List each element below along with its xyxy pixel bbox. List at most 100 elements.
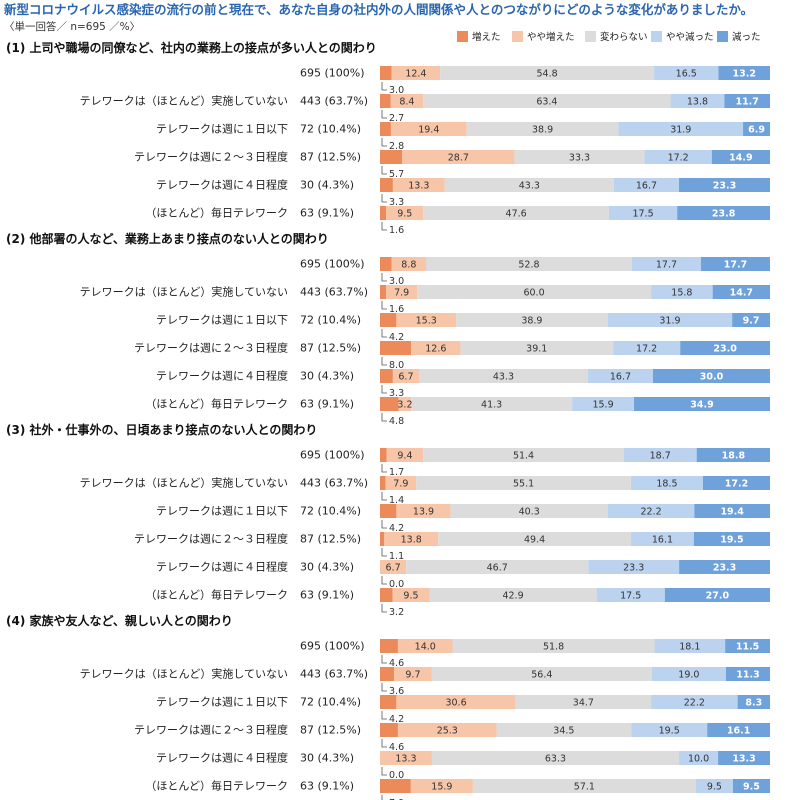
data-label: 17.5: [620, 591, 641, 602]
data-label: 55.1: [513, 479, 534, 490]
bar-segment-3: [654, 639, 726, 653]
bar-segment-4: [680, 341, 770, 355]
data-label: 4.2: [389, 332, 404, 343]
leader-line: [381, 795, 383, 800]
data-label: 9.4: [397, 451, 412, 462]
bar-segment-3: [631, 532, 694, 546]
leader-line: [381, 655, 387, 664]
bar-row: 695 (100%) 12.4 54.8 16.5 13.2 3.0: [300, 66, 770, 96]
leader-line: [381, 739, 387, 748]
bar-segment-0: [380, 285, 387, 299]
row-label: テレワークは週に２〜３日程度: [134, 723, 288, 737]
data-label: 13.8: [687, 97, 708, 108]
bar-segment-4: [732, 779, 770, 793]
bar-segment-3: [613, 341, 681, 355]
bar-segment-4: [743, 122, 770, 136]
row-count: 87 (12.5%): [300, 151, 361, 164]
leader-line: [381, 357, 387, 366]
bar-row: テレワークは週に４日程度 30 (4.3%) 6.7 46.7 23.3 23.3 0.0: [156, 560, 770, 590]
data-label: 22.2: [640, 507, 661, 518]
data-label: 18.1: [679, 642, 700, 653]
bar-segment-4: [694, 504, 770, 518]
data-label: 52.8: [518, 260, 539, 271]
data-label: 63.4: [536, 97, 557, 108]
row-count: 63 (9.1%): [300, 207, 354, 220]
legend-swatch: [512, 31, 523, 42]
bar-segment-0: [380, 476, 386, 490]
bar-segment-4: [724, 94, 770, 108]
section-title: (4) 家族や友人など、親しい人との関わり: [6, 613, 233, 628]
row-count: 443 (63.7%): [300, 668, 368, 681]
leader-line: [381, 329, 387, 338]
row-count: 87 (12.5%): [300, 724, 361, 737]
legend-label: 増えた: [472, 31, 501, 43]
bar-segment-4: [718, 751, 770, 765]
bar-segment-0: [380, 122, 391, 136]
bar-row: テレワークは週に４日程度 30 (4.3%) 6.7 43.3 16.7 30.0 3.3: [156, 369, 770, 399]
bar-segment-3: [587, 369, 653, 383]
data-label: 23.8: [712, 209, 736, 220]
row-label: テレワークは週に４日程度: [156, 178, 288, 192]
row-count: 72 (10.4%): [300, 314, 361, 327]
bar-row: テレワークは週に４日程度 30 (4.3%) 13.3 63.3 10.0 13.3 0.0: [156, 751, 770, 781]
data-label: 4.8: [389, 416, 404, 427]
bar-segment-2: [423, 448, 624, 462]
row-label: テレワークは週に１日以下: [156, 696, 288, 709]
bar-segment-2: [496, 723, 632, 737]
chart-section: (2) 他部署の人など、業務上あまり接点のない人との関わり 695 (100%) 8…: [6, 231, 770, 427]
bar-segment-2: [411, 397, 573, 411]
chart-section: (1) 上司や職場の同僚など、社内の業務上の接点が多い人との関わり 695 (10…: [6, 40, 770, 236]
data-label: 49.4: [524, 535, 545, 546]
bar-segment-3: [630, 476, 703, 490]
data-label: 3.3: [389, 197, 404, 208]
bar-segment-0: [380, 313, 397, 327]
bar-segment-1: [391, 66, 441, 80]
data-label: 23.3: [713, 563, 736, 574]
bar-segment-3: [607, 504, 695, 518]
bar-row: 695 (100%) 9.4 51.4 18.7 18.8 1.7: [300, 448, 770, 478]
bar-segment-2: [440, 66, 655, 80]
bar-segment-0: [380, 369, 393, 383]
data-label: 17.2: [636, 344, 657, 355]
bar-segment-0: [380, 588, 393, 602]
legend-label: 変わらない: [600, 31, 648, 43]
data-label: 56.4: [531, 670, 552, 681]
bar-segment-3: [644, 150, 712, 164]
legend-label: やや増えた: [527, 31, 575, 43]
data-label: 17.7: [724, 260, 747, 271]
bar-segment-4: [653, 369, 770, 383]
data-label: 6.7: [386, 563, 401, 574]
bar-segment-3: [679, 751, 719, 765]
data-label: 17.2: [668, 153, 689, 164]
leader-line: [381, 767, 387, 776]
bar-segment-2: [423, 94, 671, 108]
bar-row: テレワークは週に２〜３日程度 87 (12.5%) 28.7 33.3 17.2 14.9…: [134, 150, 770, 180]
leader-line: [381, 492, 387, 501]
bar-row: テレワークは週に４日程度 30 (4.3%) 13.3 43.3 16.7 23.3 3.3: [156, 178, 770, 208]
data-label: 15.8: [671, 288, 692, 299]
bar-segment-2: [515, 695, 652, 709]
bar-segment-4: [677, 206, 770, 220]
bar-segment-4: [700, 257, 770, 271]
bar-segment-0: [380, 341, 412, 355]
data-label: 27.0: [706, 591, 730, 602]
bar-segment-1: [398, 397, 412, 411]
bar-segment-0: [380, 178, 393, 192]
bar-segment-4: [711, 150, 770, 164]
bar-segment-1: [384, 532, 439, 546]
row-label: テレワークは週に１日以下: [156, 505, 288, 518]
data-label: 14.0: [415, 642, 436, 653]
bar-segment-1: [390, 122, 467, 136]
data-label: 38.9: [532, 125, 553, 136]
leader-line: [381, 683, 387, 692]
row-count: 443 (63.7%): [300, 477, 368, 490]
data-label: 7.9: [389, 798, 404, 800]
bar-segment-2: [472, 779, 696, 793]
bar-segment-3: [613, 178, 680, 192]
data-label: 31.9: [670, 125, 691, 136]
bar-row: テレワークは週に１日以下 72 (10.4%) 13.9 40.3 22.2 19.4 4.…: [156, 504, 770, 534]
data-label: 34.7: [573, 698, 594, 709]
data-label: 3.0: [389, 276, 404, 287]
data-label: 15.3: [416, 316, 437, 327]
leader-line: [381, 604, 387, 613]
